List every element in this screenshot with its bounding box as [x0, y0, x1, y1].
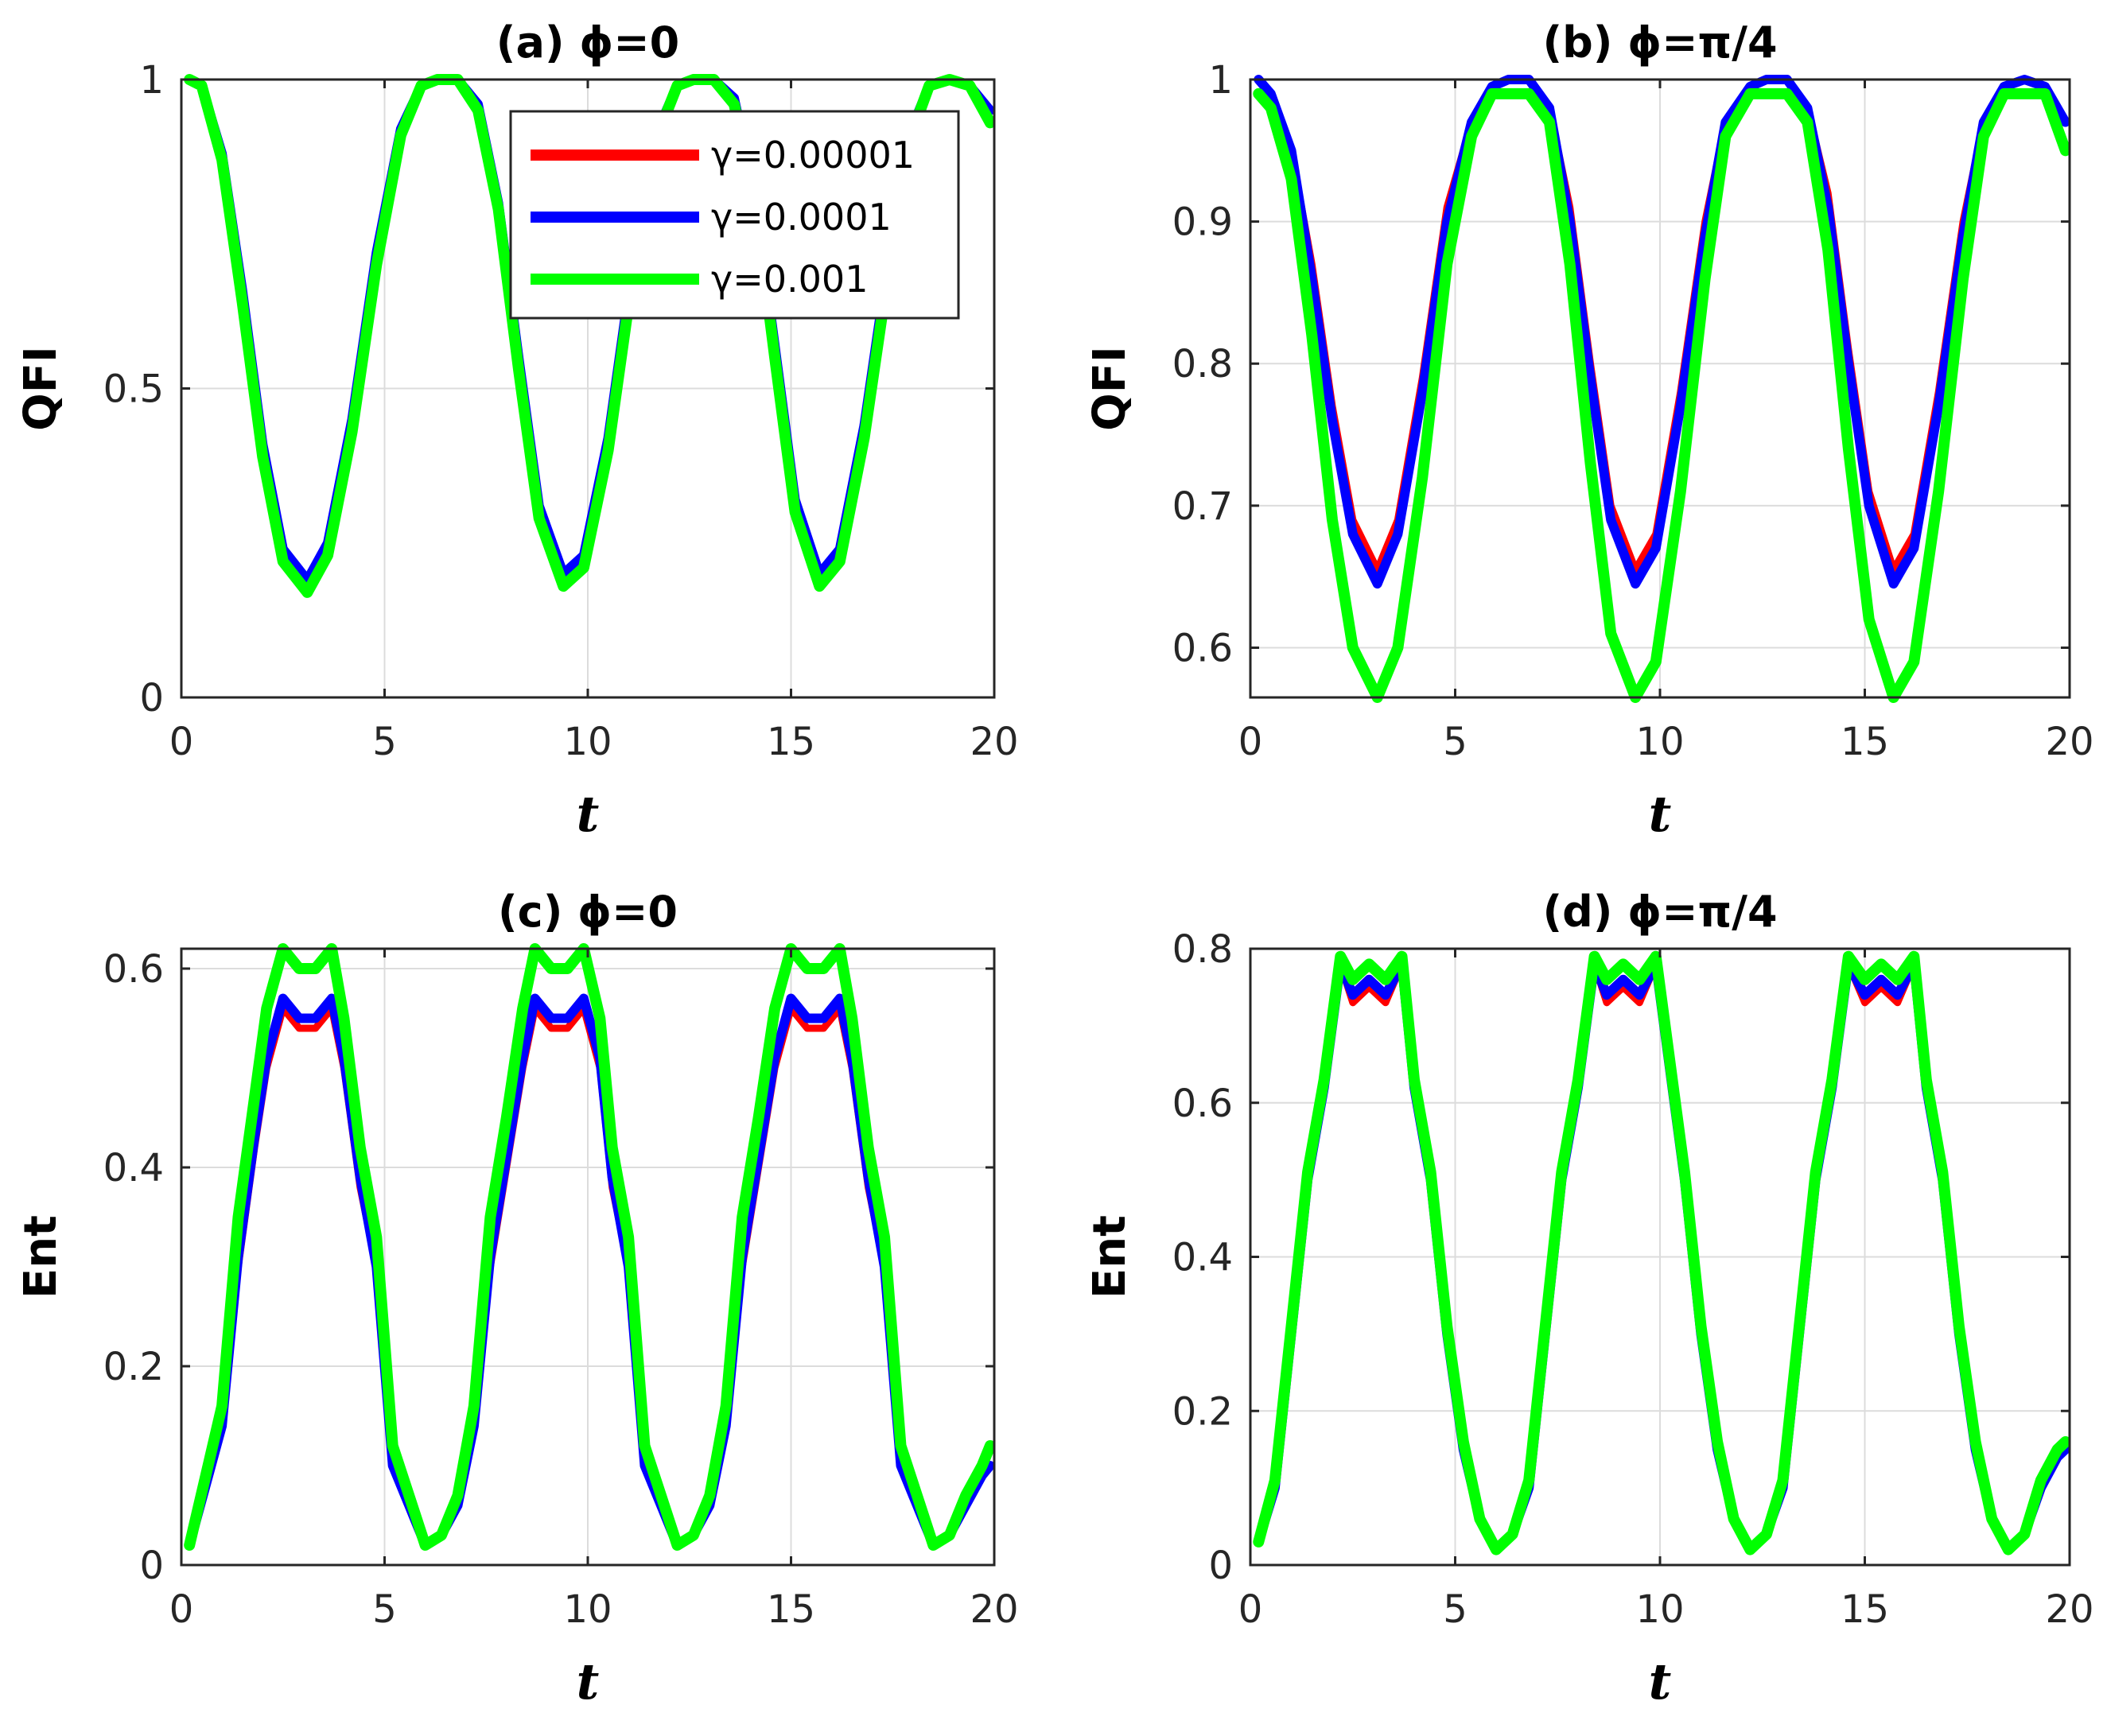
y-tick-label: 0.9: [1172, 200, 1233, 245]
panel-title: (a) ϕ=0: [496, 17, 679, 68]
y-tick-label: 0: [139, 676, 164, 720]
x-tick-label: 15: [767, 720, 815, 764]
y-axis-label: Ent: [1084, 1215, 1136, 1299]
y-tick-label: 0.2: [1172, 1389, 1233, 1434]
y-tick-label: 1: [1208, 58, 1233, 103]
x-tick-label: 10: [1635, 720, 1684, 764]
x-tick-label: 10: [563, 1587, 612, 1632]
panel-title: (c) ϕ=0: [498, 887, 678, 937]
panel-c: 0 5 10 15 20 0 0.2 0.4 0.6 (c) ϕ=0 t Ent: [15, 887, 1019, 1711]
series-line-3: [184, 943, 994, 1551]
panel-d: 0 5 10 15 20 0 0.2 0.4 0.6 0.8 (d) ϕ=π/4 t Ent: [1084, 887, 2094, 1711]
panel-title: (d) ϕ=π/4: [1542, 887, 1777, 937]
x-tick-label: 0: [169, 1587, 194, 1632]
x-tick-label: 15: [1841, 1587, 1889, 1632]
y-tick-label: 1: [139, 58, 164, 103]
series-line-2: [1254, 75, 2070, 589]
x-tick-label: 15: [767, 1587, 815, 1632]
x-tick-label: 5: [372, 1587, 397, 1632]
legend: γ=0.00001 γ=0.0001 γ=0.001: [509, 110, 960, 320]
y-tick-label: 0.6: [1172, 1082, 1233, 1126]
x-tick-label: 10: [563, 720, 612, 764]
series-group: [184, 943, 994, 1551]
legend-label-2: γ=0.0001: [711, 196, 892, 239]
x-axis-label: t: [577, 785, 600, 843]
x-tick-label: 10: [1635, 1587, 1684, 1632]
x-tick-label: 0: [1238, 1587, 1263, 1632]
y-tick-label: 0.4: [103, 1146, 164, 1190]
y-axis-label: Ent: [15, 1215, 67, 1299]
x-tick-label: 20: [970, 720, 1018, 764]
x-axis-label: t: [577, 1653, 600, 1711]
y-tick-label: 0.8: [1172, 342, 1233, 386]
y-tick-label: 0.6: [1172, 626, 1233, 670]
y-axis-label: QFI: [15, 346, 67, 431]
series-group: [1253, 950, 2070, 1555]
panel-title: (b) ϕ=π/4: [1542, 17, 1777, 68]
x-axis-label: t: [1649, 785, 1672, 843]
legend-label-3: γ=0.001: [711, 258, 868, 301]
series-line-3: [1253, 87, 2070, 703]
x-tick-label: 0: [169, 720, 194, 764]
y-tick-label: 0.5: [103, 367, 164, 412]
x-tick-label: 5: [372, 720, 397, 764]
series-group: [1253, 75, 2070, 703]
y-axis-label: QFI: [1084, 346, 1136, 431]
x-axis-label: t: [1649, 1653, 1672, 1711]
x-tick-label: 20: [2045, 1587, 2093, 1632]
series-line-3: [184, 74, 994, 598]
y-tick-label: 0: [1208, 1544, 1233, 1588]
y-tick-label: 0: [139, 1544, 164, 1588]
x-tick-label: 0: [1238, 720, 1263, 764]
y-tick-label: 0.8: [1172, 927, 1233, 972]
y-tick-label: 0.6: [103, 947, 164, 992]
panel-b: 0 5 10 15 20 0.6 0.7 0.8 0.9 1 (b) ϕ=π/4 t QFI: [1084, 17, 2094, 843]
y-tick-label: 0.7: [1172, 484, 1233, 529]
x-tick-label: 20: [2045, 720, 2093, 764]
x-tick-label: 5: [1443, 720, 1468, 764]
x-tick-label: 5: [1443, 1587, 1468, 1632]
series-group: [184, 74, 994, 598]
x-tick-label: 15: [1841, 720, 1889, 764]
y-tick-label: 0.4: [1172, 1236, 1233, 1280]
y-tick-label: 0.2: [103, 1345, 164, 1389]
x-tick-label: 20: [970, 1587, 1018, 1632]
series-line-3: [1253, 950, 2070, 1555]
legend-label-1: γ=0.00001: [711, 134, 915, 177]
